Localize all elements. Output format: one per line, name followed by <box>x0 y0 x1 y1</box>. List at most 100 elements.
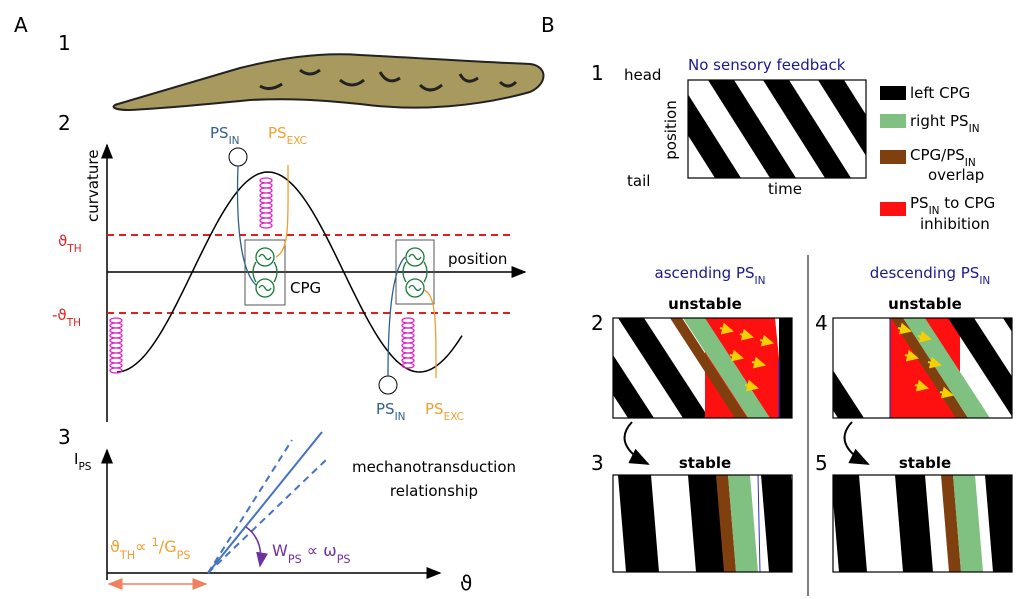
label-part: -ϑ <box>52 306 67 324</box>
ps-exc-axon <box>423 289 437 379</box>
step-label: 3 <box>58 425 71 449</box>
axis-label: ϑ <box>460 571 472 595</box>
ps-neuron <box>228 147 248 167</box>
state-label: stable <box>679 454 731 472</box>
label-part: PS <box>425 400 444 418</box>
label-part: ϑ <box>110 537 120 556</box>
legend-label: PSIN to CPG <box>910 194 995 217</box>
spring <box>259 177 273 229</box>
raster-frame <box>687 79 867 179</box>
ps-in-label: PSIN <box>210 124 240 147</box>
raster-band <box>670 318 747 418</box>
body-texture <box>259 68 518 92</box>
label-part: left CPG <box>910 84 970 102</box>
raster <box>832 474 1013 573</box>
label-part: PS <box>910 194 929 212</box>
raster-band <box>613 354 654 418</box>
raster-band <box>761 475 792 572</box>
legend-label: overlap <box>928 166 984 184</box>
label-part: PS <box>376 400 395 418</box>
axis-label: position <box>448 250 507 268</box>
label-part: PS <box>210 124 229 142</box>
inhibition-arrow <box>744 379 759 392</box>
step-label: 1 <box>591 61 604 85</box>
legend-swatch <box>880 150 906 164</box>
state-label: stable <box>899 454 951 472</box>
raster-band <box>779 318 792 418</box>
label-part: PS <box>177 549 191 562</box>
label-part: IN <box>979 275 990 287</box>
ps-in-axon <box>236 165 257 286</box>
inhibition-arrow <box>914 379 929 392</box>
threshold-label: -ϑTH <box>52 306 81 329</box>
threshold-label: ϑTH <box>58 232 82 255</box>
raster-band <box>618 318 709 418</box>
inhibition-arrow <box>719 322 734 335</box>
transition-arrow <box>843 421 870 465</box>
cpg-box <box>244 239 286 306</box>
raster <box>612 474 793 573</box>
raster-frame <box>832 474 1013 573</box>
ps-exc-axon <box>275 164 289 258</box>
label-part: TH <box>66 243 81 255</box>
label-part: I <box>74 450 78 468</box>
label-part: IN <box>395 411 406 423</box>
legend-swatch <box>880 202 906 216</box>
label-part: PS <box>268 124 287 142</box>
relationship-label: relationship <box>390 482 478 500</box>
label-part: PS <box>288 553 302 566</box>
raster-band <box>953 475 983 572</box>
column-title: descending PSIN <box>870 264 991 287</box>
raster-band <box>833 475 867 572</box>
label-part: TH <box>66 317 81 329</box>
legend-label: inhibition <box>920 215 990 233</box>
raster-head: head <box>624 66 661 84</box>
inhibition-arrow <box>904 349 919 362</box>
raster-frame <box>612 474 793 573</box>
label-part: IN <box>969 123 980 135</box>
raster-band <box>618 475 659 572</box>
legend-label: CPG/PSIN <box>910 146 976 169</box>
label-part: to CPG <box>940 194 996 212</box>
gain-relation: WPS ∝ ωPS <box>272 541 351 566</box>
label-part: TH <box>119 549 135 562</box>
cpg-label: CPG <box>290 279 321 297</box>
axis-label: curvature <box>84 150 102 222</box>
label-part: 1 <box>152 536 159 549</box>
raster <box>612 317 793 419</box>
threshold-relation: ϑTH∝ 1/GPS <box>110 536 190 562</box>
label-part: PS <box>337 553 351 566</box>
raster-band <box>728 475 758 572</box>
label-part: IN <box>929 205 940 217</box>
raster-band <box>941 475 961 572</box>
raster <box>832 317 1013 419</box>
legend-label: left CPG <box>910 84 970 102</box>
label-part: ∝ <box>135 537 152 556</box>
cpg-box <box>395 239 435 305</box>
state-label: unstable <box>668 295 742 313</box>
raster-band <box>763 80 851 178</box>
transduction-line <box>207 431 323 574</box>
gain-arc <box>245 526 268 568</box>
springs <box>109 177 415 374</box>
spring <box>109 317 123 374</box>
raster-band <box>688 94 741 178</box>
inhibition-arrow <box>927 356 942 369</box>
inhibition-arrow <box>739 328 754 341</box>
raster-band <box>985 475 1012 572</box>
raster-band <box>833 370 864 418</box>
label-part: W <box>272 541 288 560</box>
label-part: /G <box>159 537 177 556</box>
raster-band <box>895 475 933 572</box>
legend-label: right PSIN <box>910 112 980 135</box>
raster-band <box>948 318 1012 417</box>
raster-band <box>818 80 866 156</box>
inhibition-arrow <box>729 349 744 362</box>
label-part: ϑ <box>58 232 67 250</box>
axis-label: IPS <box>74 450 92 473</box>
column-title: ascending PSIN <box>655 264 766 287</box>
panel-label: A <box>14 13 28 37</box>
transduction-bound <box>207 439 293 574</box>
front-line <box>757 475 761 572</box>
step-label: 5 <box>815 451 828 475</box>
